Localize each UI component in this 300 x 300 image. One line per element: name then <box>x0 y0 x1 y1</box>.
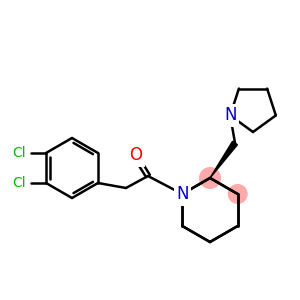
Text: Cl: Cl <box>12 176 26 190</box>
Circle shape <box>199 167 221 189</box>
Text: N: N <box>176 185 188 203</box>
Circle shape <box>228 184 248 204</box>
Text: Cl: Cl <box>12 146 26 160</box>
Text: O: O <box>130 146 142 164</box>
Polygon shape <box>210 141 237 178</box>
Text: N: N <box>176 185 188 203</box>
Text: N: N <box>224 106 236 124</box>
